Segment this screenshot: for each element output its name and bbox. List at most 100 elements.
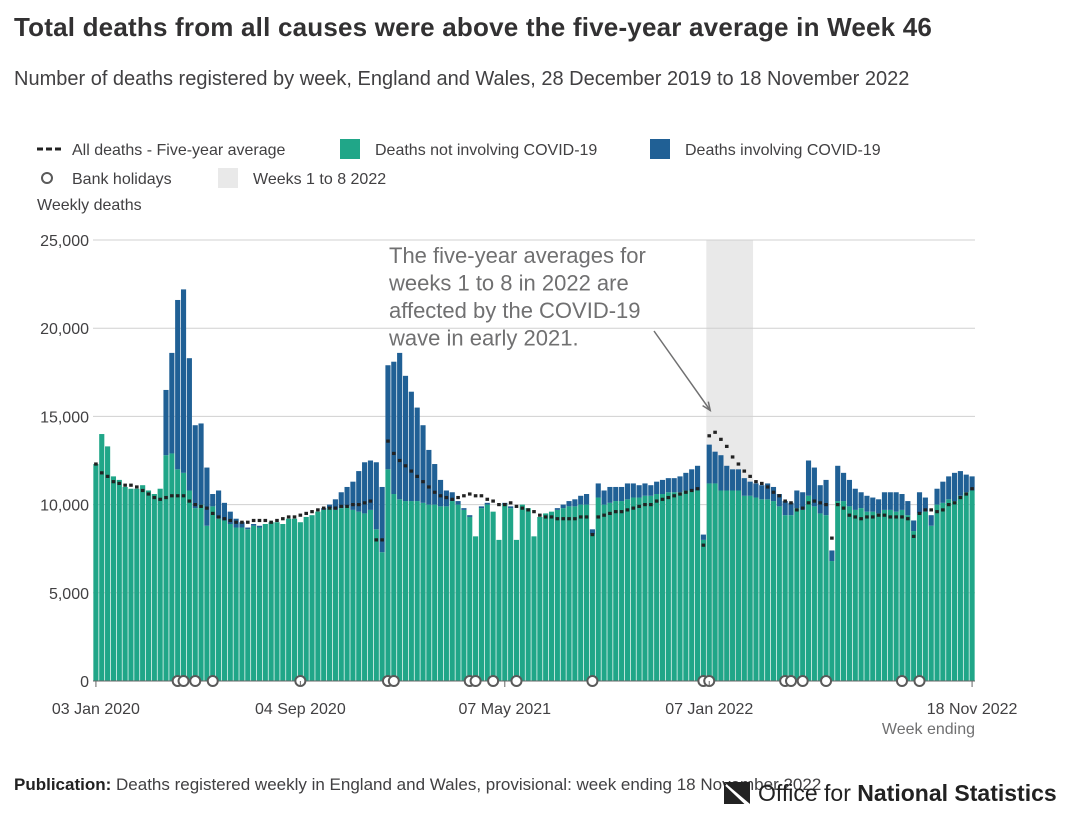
bar-not-covid — [227, 524, 233, 681]
average-marker — [292, 515, 297, 519]
average-marker — [491, 499, 495, 503]
y-tick-label: 0 — [80, 674, 89, 691]
bar-not-covid — [548, 511, 555, 681]
bar-not-covid — [274, 522, 280, 681]
average-marker — [514, 504, 519, 508]
bar-covid — [186, 358, 192, 491]
bar-not-covid — [589, 534, 595, 681]
average-marker — [724, 444, 729, 448]
average-marker — [573, 517, 577, 521]
average-marker — [526, 508, 530, 512]
bar-covid — [642, 483, 648, 496]
average-marker — [911, 534, 916, 538]
bar-not-covid — [846, 506, 852, 681]
bar-not-covid — [110, 476, 117, 681]
bar-covid — [397, 352, 403, 500]
bar-not-covid — [817, 513, 823, 681]
bank-holiday-marker — [895, 675, 908, 687]
bar-not-covid — [753, 497, 759, 681]
bar-not-covid — [402, 501, 409, 681]
average-marker — [929, 508, 933, 512]
bar-not-covid — [572, 506, 578, 681]
average-marker — [771, 490, 776, 494]
bar-covid — [753, 483, 759, 498]
average-marker — [345, 504, 349, 508]
bank-holiday-marker — [785, 675, 798, 687]
bar-not-covid — [478, 508, 485, 681]
average-marker — [228, 518, 233, 523]
bar-covid — [326, 504, 333, 509]
x-tick-label: 07 May 2021 — [459, 701, 552, 718]
bar-not-covid — [502, 504, 508, 681]
bar-not-covid — [595, 497, 601, 681]
legend-not_covid-label: Deaths not involving COVID-19 — [375, 142, 597, 159]
average-marker — [719, 437, 723, 441]
bar-not-covid — [654, 494, 660, 681]
bar-covid — [887, 492, 893, 510]
bar-not-covid — [455, 504, 461, 681]
bar-not-covid — [163, 455, 169, 681]
bar-not-covid — [805, 495, 812, 681]
bar-covid — [788, 502, 794, 516]
bank-holiday-marker — [387, 675, 400, 687]
average-marker — [970, 487, 974, 491]
chart-subtitle: Number of deaths registered by week, Eng… — [14, 68, 910, 90]
average-marker — [795, 508, 799, 512]
bar-not-covid — [835, 501, 841, 681]
bar-not-covid — [601, 504, 607, 681]
bar-covid — [805, 460, 812, 496]
bar-not-covid — [303, 516, 309, 681]
average-marker — [701, 543, 706, 547]
bar-not-covid — [251, 525, 257, 681]
bar-covid — [560, 504, 566, 509]
bar-not-covid — [741, 495, 747, 681]
average-marker — [532, 510, 536, 514]
bar-covid — [578, 495, 584, 505]
bar-not-covid — [204, 525, 210, 681]
bar-not-covid — [946, 499, 952, 681]
annotation-arrow-line — [653, 330, 711, 411]
average-marker — [946, 503, 951, 507]
annotation-text-line: wave in early 2021. — [388, 326, 579, 351]
bar-covid — [373, 462, 379, 530]
average-marker — [619, 510, 624, 514]
legend-covid-label: Deaths involving COVID-19 — [685, 142, 881, 159]
average-marker — [578, 515, 583, 519]
bar-covid — [946, 476, 952, 500]
bar-not-covid — [216, 518, 222, 681]
average-marker — [742, 469, 747, 473]
ons-logo[interactable]: Office for National Statistics — [722, 778, 1057, 808]
bar-not-covid — [461, 509, 467, 681]
bar-covid — [414, 407, 420, 502]
legend-average-symbol — [46, 147, 52, 151]
bar-not-covid — [239, 527, 245, 681]
bar-covid — [852, 488, 858, 510]
bar-covid — [338, 492, 344, 509]
average-marker — [841, 506, 846, 510]
bar-not-covid — [665, 492, 671, 681]
bar-covid — [881, 492, 888, 510]
chart-title: Total deaths from all causes were above … — [14, 12, 933, 42]
bar-not-covid — [140, 485, 146, 681]
bar-covid — [905, 501, 911, 516]
average-marker — [245, 520, 250, 524]
bar-covid — [782, 501, 788, 516]
average-marker — [175, 494, 180, 498]
average-marker — [158, 497, 162, 501]
bar-covid — [770, 486, 777, 502]
bar-covid — [467, 515, 473, 517]
bar-not-covid — [519, 504, 525, 681]
bar-not-covid — [531, 536, 537, 681]
bar-not-covid — [362, 513, 368, 681]
bar-covid — [811, 467, 817, 507]
legend-average-symbol — [55, 147, 61, 151]
bar-covid — [566, 501, 572, 507]
bar-covid — [256, 525, 263, 528]
average-marker — [760, 481, 764, 486]
average-marker — [356, 503, 361, 507]
bar-not-covid — [613, 501, 619, 681]
bar-covid — [461, 508, 467, 510]
bar-covid — [595, 483, 601, 498]
average-marker — [789, 501, 793, 505]
bar-not-covid — [291, 518, 298, 681]
